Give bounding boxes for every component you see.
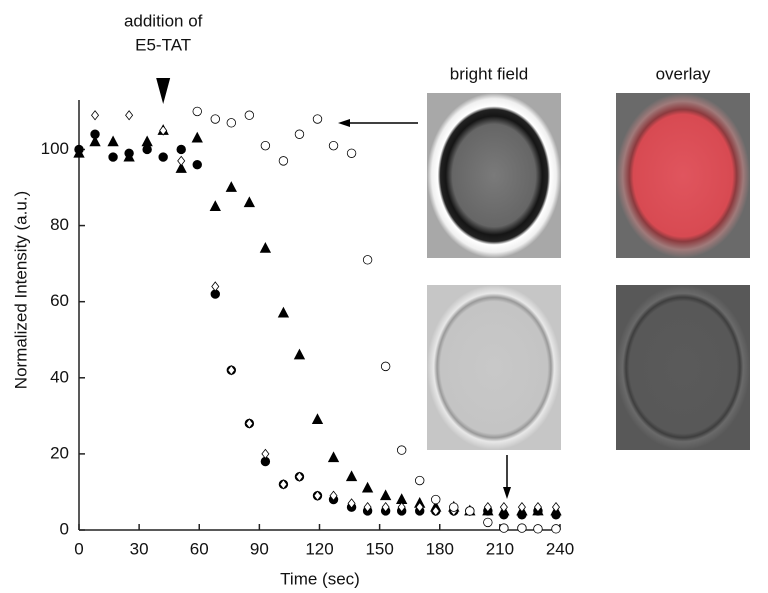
panel-label: bright field bbox=[450, 64, 528, 83]
x-tick-label: 120 bbox=[305, 539, 333, 558]
annotation: E5-TAT bbox=[135, 35, 191, 54]
x-tick-label: 150 bbox=[365, 539, 393, 558]
point bbox=[259, 242, 272, 253]
point bbox=[107, 135, 119, 147]
point bbox=[89, 135, 101, 147]
point bbox=[396, 445, 407, 455]
point bbox=[533, 524, 543, 534]
x-axis-label: Time (sec) bbox=[280, 569, 360, 588]
point bbox=[142, 144, 152, 155]
y-tick-label: 100 bbox=[41, 139, 69, 158]
point bbox=[245, 418, 254, 429]
point bbox=[91, 110, 100, 121]
y-tick-label: 60 bbox=[50, 291, 69, 310]
point bbox=[533, 502, 542, 513]
x-tick-label: 240 bbox=[546, 539, 574, 558]
point bbox=[431, 494, 441, 505]
point bbox=[158, 152, 168, 162]
point bbox=[192, 106, 202, 117]
point bbox=[551, 502, 560, 513]
y-tick-label: 80 bbox=[50, 215, 69, 234]
annotation: addition of bbox=[124, 11, 203, 30]
point bbox=[415, 475, 425, 486]
point bbox=[347, 498, 356, 509]
point bbox=[551, 524, 561, 534]
point bbox=[260, 140, 271, 151]
point bbox=[211, 281, 220, 292]
annotation-arrow bbox=[156, 78, 171, 104]
bright-field-after bbox=[427, 285, 561, 450]
x-tick-label: 60 bbox=[190, 539, 209, 558]
y-axis-label: Normalized Intensity (a.u.) bbox=[11, 191, 30, 389]
point bbox=[361, 481, 374, 493]
point bbox=[431, 505, 440, 517]
point bbox=[313, 490, 322, 501]
point bbox=[517, 523, 527, 533]
bright-field-before bbox=[427, 93, 561, 258]
point bbox=[346, 148, 357, 158]
x-tick-label: 210 bbox=[486, 539, 514, 558]
point bbox=[123, 150, 135, 162]
point bbox=[328, 140, 339, 151]
point bbox=[294, 129, 305, 139]
point bbox=[465, 506, 475, 516]
point bbox=[225, 181, 237, 192]
point bbox=[293, 348, 306, 360]
overlay-before bbox=[616, 93, 750, 258]
point bbox=[483, 502, 492, 513]
point bbox=[449, 502, 459, 512]
point bbox=[327, 451, 340, 463]
point bbox=[209, 200, 221, 211]
point bbox=[177, 155, 186, 167]
point bbox=[329, 490, 338, 501]
point bbox=[278, 156, 289, 166]
point bbox=[381, 502, 390, 513]
y-tick-label: 0 bbox=[60, 519, 69, 538]
arrow-head bbox=[338, 119, 350, 127]
overlay-after bbox=[616, 285, 750, 450]
point bbox=[210, 114, 220, 124]
point bbox=[176, 144, 186, 155]
point bbox=[244, 110, 255, 120]
point bbox=[108, 152, 118, 162]
point bbox=[363, 502, 372, 513]
point bbox=[311, 413, 324, 425]
y-tick-label: 20 bbox=[50, 443, 69, 462]
point bbox=[73, 146, 85, 158]
x-tick-label: 180 bbox=[426, 539, 454, 558]
arrow-head bbox=[503, 487, 511, 499]
point bbox=[295, 471, 304, 482]
point bbox=[175, 162, 187, 173]
point bbox=[415, 502, 424, 513]
point bbox=[483, 517, 493, 528]
point bbox=[362, 255, 373, 265]
point bbox=[499, 523, 509, 533]
point bbox=[192, 159, 202, 170]
point bbox=[141, 135, 153, 147]
point bbox=[397, 502, 406, 513]
point bbox=[191, 131, 203, 143]
point bbox=[243, 196, 256, 208]
point bbox=[125, 110, 134, 121]
point bbox=[499, 502, 508, 513]
x-tick-label: 30 bbox=[130, 539, 149, 558]
point bbox=[279, 479, 288, 490]
point bbox=[277, 306, 290, 318]
panel-label: overlay bbox=[656, 64, 711, 83]
x-tick-label: 90 bbox=[250, 539, 269, 558]
point bbox=[312, 114, 323, 124]
point bbox=[227, 365, 236, 376]
point bbox=[159, 125, 168, 136]
point bbox=[517, 502, 526, 513]
x-tick-label: 0 bbox=[74, 539, 83, 558]
point bbox=[226, 118, 237, 128]
point bbox=[379, 489, 392, 501]
y-tick-label: 40 bbox=[50, 367, 69, 386]
point bbox=[380, 361, 391, 372]
point bbox=[345, 470, 358, 482]
point bbox=[261, 448, 270, 460]
